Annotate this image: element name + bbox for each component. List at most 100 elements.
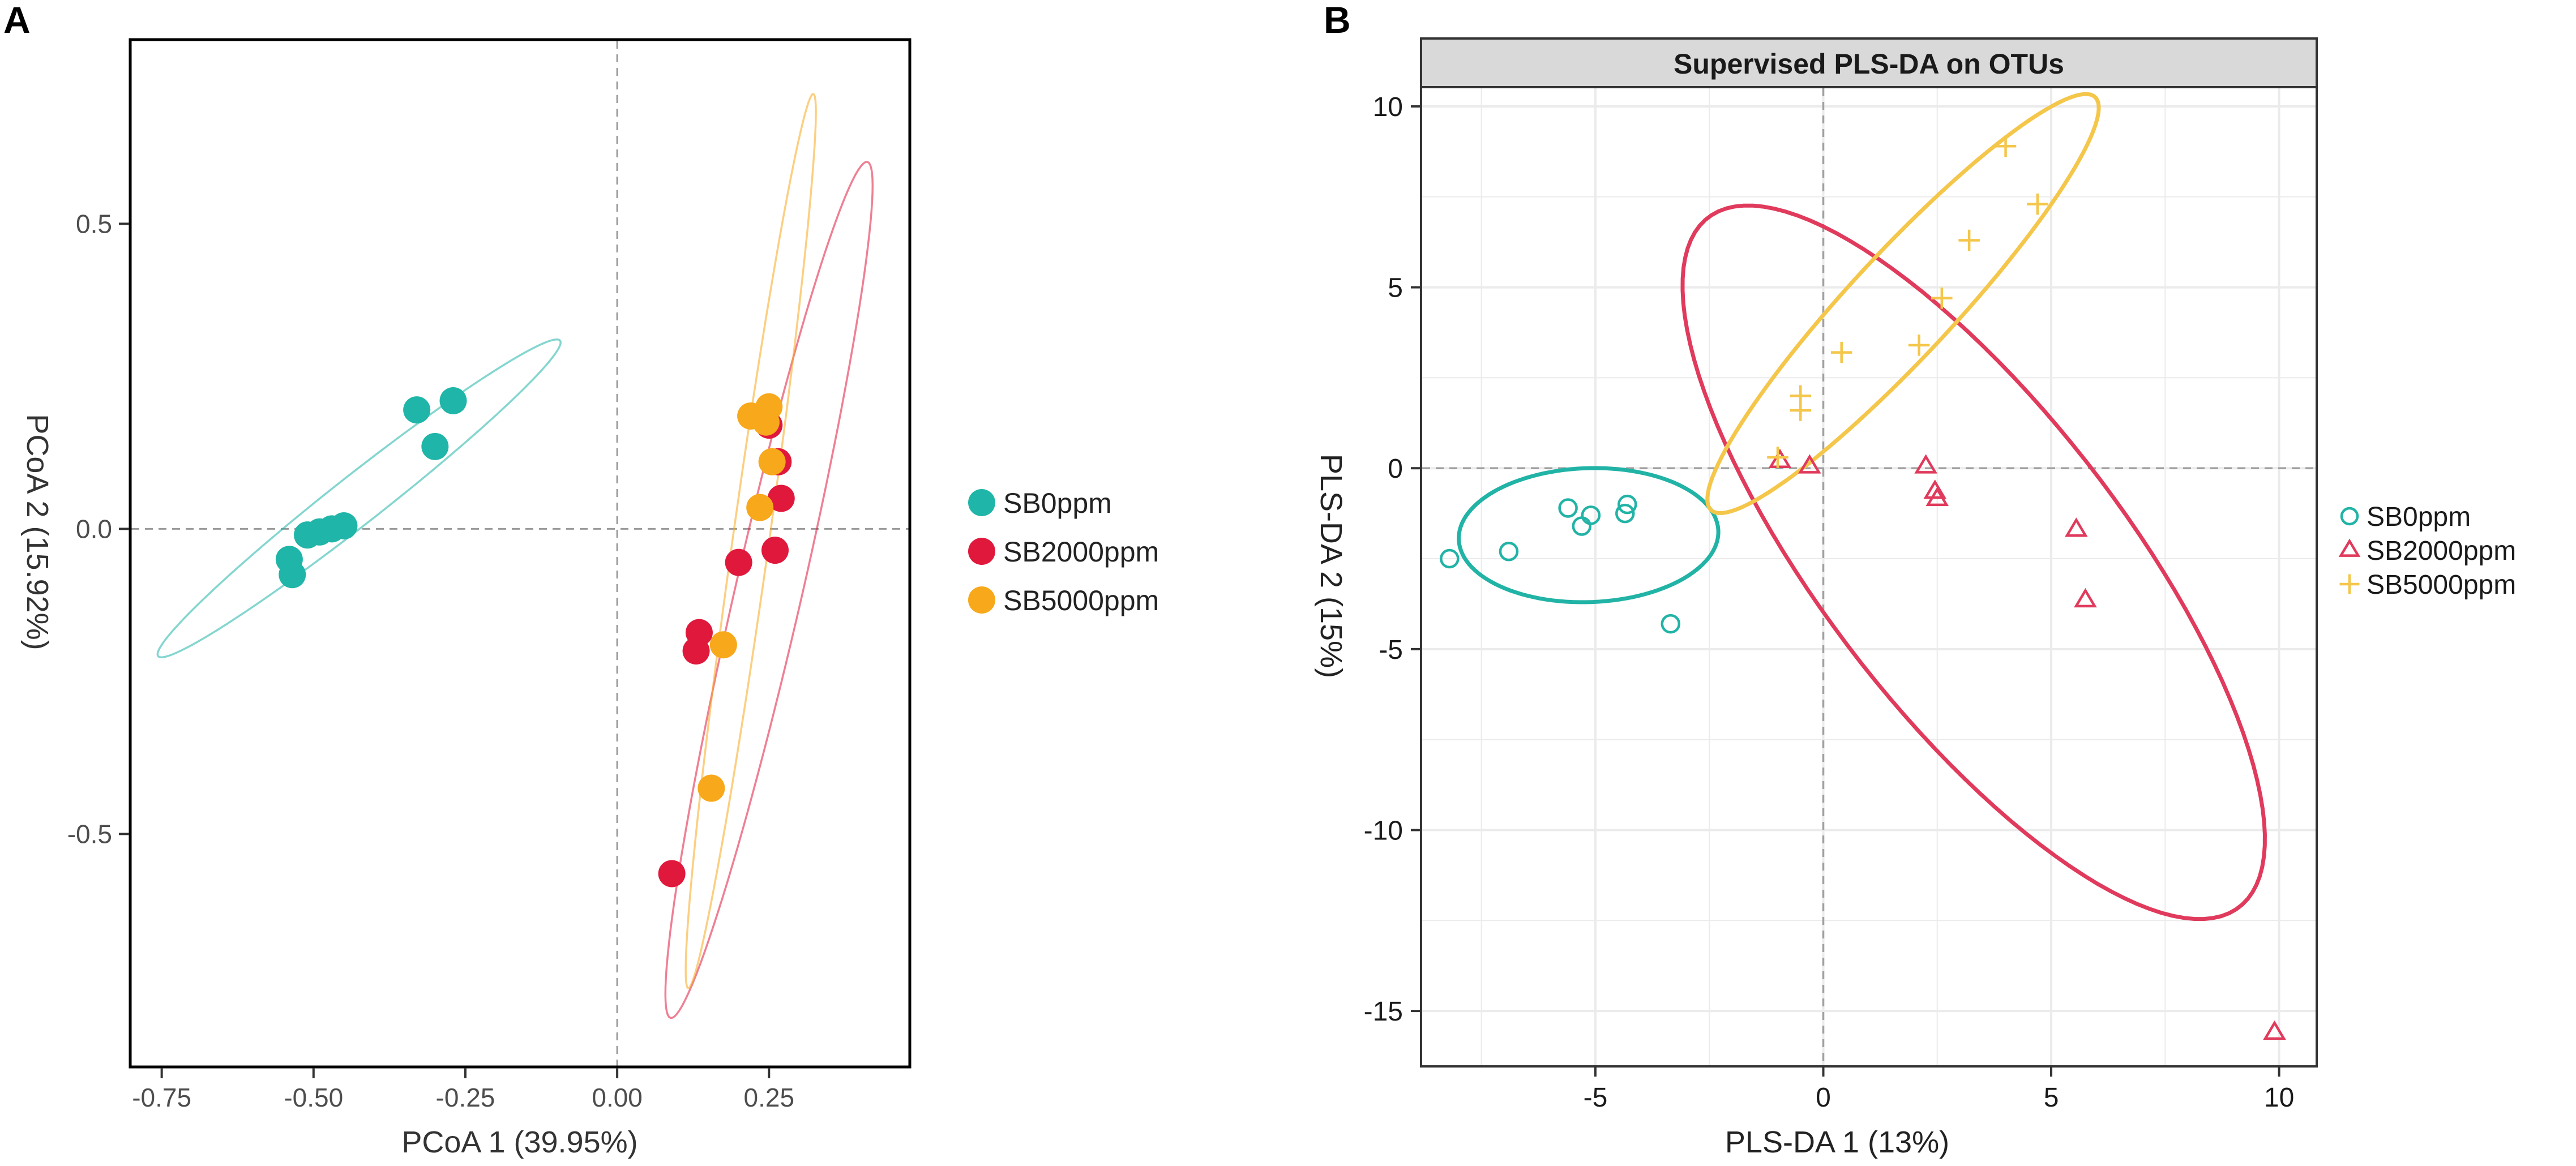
point-sb2000ppm — [1798, 454, 1821, 474]
panel-a-legend-item: SB2000ppm — [968, 536, 1159, 568]
panel-b-x-tick-label: 5 — [2044, 1083, 2059, 1113]
panel-a-legend: SB0ppm SB2000ppm SB5000ppm — [968, 487, 1159, 616]
ellipse-sb5000ppm — [1705, 92, 2101, 515]
ellipse-sb5000ppm — [684, 92, 817, 989]
point-sb0ppm — [1558, 498, 1578, 518]
panel-b-legend-marker — [2339, 574, 2360, 594]
point-sb5000ppm — [2027, 193, 2048, 215]
point-sb2000ppm — [1768, 448, 1792, 469]
point-sb2000ppm — [761, 537, 789, 564]
point-sb5000ppm — [1830, 341, 1852, 363]
panel-b-legend-label: SB5000ppm — [2367, 570, 2516, 600]
panel-a-y-tick-label: 0.0 — [76, 514, 112, 543]
point-sb2000ppm — [767, 485, 795, 512]
panel-a-legend-marker — [968, 586, 995, 614]
panel-b-clip — [1422, 88, 2316, 1065]
point-sb0ppm — [403, 396, 431, 424]
panel-a-x-tick-label: 0.25 — [744, 1083, 795, 1112]
panel-a-label: A — [3, 0, 31, 41]
panel-b-y-tick-label: 5 — [1388, 273, 1403, 303]
panel-b-legend-item: SB5000ppm — [2339, 570, 2516, 600]
panel-a-legend-marker — [968, 538, 995, 565]
panel-b-legend-marker — [2338, 538, 2361, 557]
point-sb5000ppm — [1767, 447, 1788, 468]
panel-b-plot-area — [1422, 88, 2316, 1065]
point-sb5000ppm — [1995, 135, 2017, 157]
point-sb0ppm — [1661, 614, 1681, 634]
panel-a-y-tick-label: 0.5 — [76, 209, 112, 238]
panel-a-legend-label: SB0ppm — [1003, 487, 1112, 519]
panel-b-strip — [1420, 37, 2318, 88]
panel-b-frame — [1420, 86, 2318, 1068]
point-sb2000ppm — [1914, 454, 1937, 474]
panel-a-x-tick-label: -0.25 — [436, 1083, 495, 1112]
panel-a-x-axis-title: PCoA 1 (39.95%) — [401, 1125, 637, 1159]
panel-b-legend-marker — [2340, 507, 2359, 526]
point-sb0ppm — [1440, 548, 1460, 569]
panel-b-legend-label: SB0ppm — [2367, 502, 2471, 532]
point-sb2000ppm — [1925, 486, 1949, 507]
panel-b-legend-item: SB2000ppm — [2338, 536, 2516, 566]
point-sb2000ppm — [1923, 479, 1947, 499]
panel-b-y-tick-label: -5 — [1379, 635, 1403, 665]
ellipse-sb2000ppm — [664, 161, 874, 1019]
panel-a-legend-item: SB0ppm — [968, 487, 1112, 519]
point-sb0ppm — [1572, 516, 1592, 536]
ellipse-sb0ppm — [1457, 466, 1721, 605]
point-sb2000ppm — [2074, 588, 2097, 608]
panel-b-x-tick-label: 10 — [2264, 1083, 2294, 1113]
point-sb0ppm — [1618, 494, 1637, 515]
point-sb2000ppm — [2064, 517, 2088, 537]
panel-b: B Supervised PLS-DA on OTUs -5 0 5 10 -15 -10… — [1314, 0, 2516, 1159]
panel-a-x-tick-label: -0.75 — [132, 1083, 191, 1112]
panel-b-x-tick-label: -5 — [1584, 1083, 1608, 1113]
panel-b-legend-item: SB0ppm — [2340, 502, 2471, 532]
point-sb0ppm — [294, 521, 322, 549]
panel-a-x-tick-label: -0.50 — [284, 1083, 343, 1112]
ellipse-sb2000ppm — [1680, 203, 2267, 921]
panel-a-legend-label: SB5000ppm — [1003, 585, 1159, 616]
point-sb5000ppm — [698, 774, 725, 802]
panel-a-y-tick-label: -0.5 — [67, 819, 112, 848]
point-sb2000ppm — [658, 860, 686, 888]
panel-a-ticks: -0.75 -0.50 -0.25 0.00 0.25 -0.5 0.0 0.5 — [67, 209, 794, 1112]
panel-a-frame — [129, 38, 912, 1069]
panel-b-label: B — [1324, 0, 1351, 41]
point-sb5000ppm — [758, 448, 786, 475]
panel-a-clip — [131, 41, 909, 1066]
panel-a-x-tick-label: 0.00 — [592, 1083, 643, 1112]
point-sb0ppm — [421, 432, 449, 460]
point-sb2000ppm — [725, 548, 752, 576]
panel-b-legend: SB0ppm SB2000ppm SB5000ppm — [2338, 502, 2516, 600]
panel-a-plot-area — [131, 41, 909, 1066]
panel-a-legend-marker — [968, 489, 995, 516]
panel-b-y-tick-label: 0 — [1388, 454, 1403, 484]
point-sb0ppm — [1499, 542, 1519, 561]
point-sb5000ppm — [709, 631, 737, 659]
point-sb0ppm — [1615, 503, 1635, 524]
point-sb2000ppm — [682, 637, 710, 665]
point-sb5000ppm — [1931, 288, 1953, 309]
point-sb5000ppm — [1908, 335, 1930, 356]
point-sb5000ppm — [752, 408, 780, 436]
panel-b-x-tick-label: 0 — [1816, 1083, 1831, 1113]
panel-b-title: Supervised PLS-DA on OTUs — [1674, 48, 2064, 80]
panel-b-y-tick-label: -15 — [1364, 997, 1403, 1027]
panel-b-x-axis-title: PLS-DA 1 (13%) — [1725, 1125, 1949, 1159]
panel-b-legend-label: SB2000ppm — [2367, 536, 2516, 566]
panel-b-y-tick-label: -10 — [1364, 816, 1403, 846]
point-sb0ppm — [279, 561, 306, 589]
panel-a-legend-item: SB5000ppm — [968, 585, 1159, 616]
point-sb0ppm — [439, 387, 467, 415]
panel-b-ticks: -5 0 5 10 -15 -10 -5 0 5 10 — [1364, 92, 2295, 1113]
panel-a-y-axis-title: PCoA 2 (15.92%) — [20, 414, 54, 650]
point-sb5000ppm — [746, 494, 774, 521]
panel-a-legend-label: SB2000ppm — [1003, 536, 1159, 568]
ellipse-sb0ppm — [156, 338, 562, 658]
point-sb2000ppm — [2263, 1020, 2286, 1040]
point-sb5000ppm — [1790, 400, 1811, 421]
point-sb5000ppm — [1958, 229, 1980, 251]
panel-b-y-tick-label: 10 — [1373, 92, 1403, 122]
panel-a: A -0.75 -0.50 -0.25 0.00 0.25 -0.5 0.0 0.5 PCoA… — [3, 0, 1159, 1159]
